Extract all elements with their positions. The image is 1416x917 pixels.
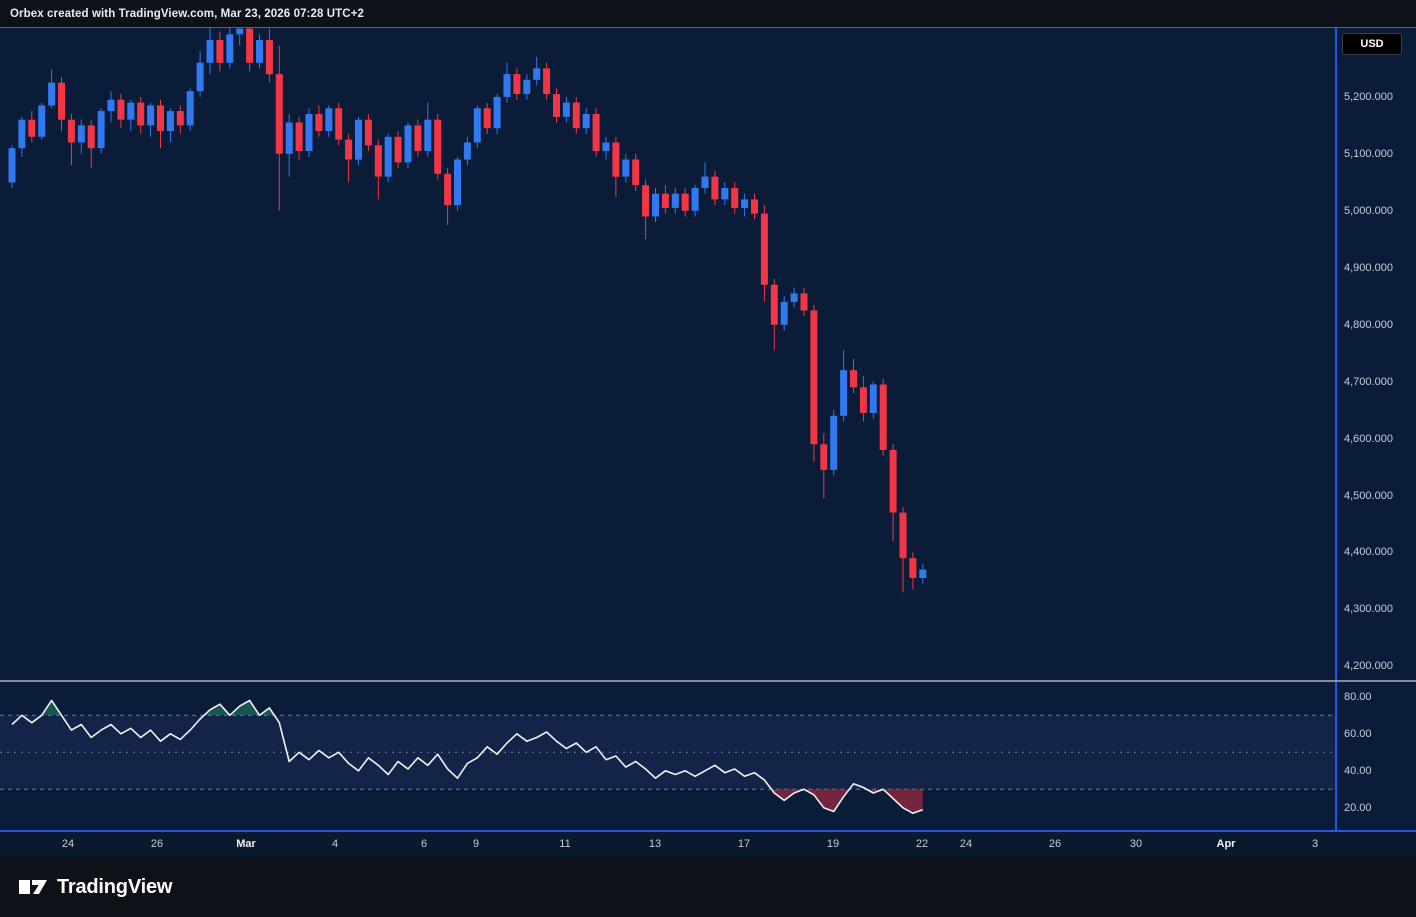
chart-attribution: Orbex created with TradingView.com, Mar …	[10, 8, 365, 20]
time-axis-label: 22	[915, 838, 929, 850]
rsi-axis-label: 80.00	[1344, 690, 1372, 703]
time-axis-label: 13	[648, 838, 662, 850]
price-axis-label: 4,200.000	[1344, 660, 1393, 673]
price-axis-label: 4,600.000	[1344, 432, 1393, 445]
time-axis-label: 19	[826, 838, 840, 850]
time-axis-label: Apr	[1216, 838, 1236, 850]
price-axis-label: 4,400.000	[1344, 546, 1393, 559]
time-axis-label: 9	[472, 838, 480, 850]
time-axis[interactable]: 24 26 Mar 4 6 9 11 13 17 19 22 24 26 30 Apr 3	[0, 830, 1416, 857]
chart-footer: TradingView	[0, 857, 1416, 917]
price-axis-label: 4,700.000	[1344, 375, 1393, 388]
time-axis-label: 30	[1129, 838, 1143, 850]
price-axis-label: 4,500.000	[1344, 489, 1393, 502]
rsi-axis-label: 60.00	[1344, 727, 1372, 740]
price-axis-label: 5,000.000	[1344, 204, 1393, 217]
time-axis-label: Mar	[236, 838, 256, 850]
time-axis-label: 26	[150, 838, 164, 850]
rsi-axis-label: 40.00	[1344, 764, 1372, 777]
time-axis-label: 4	[331, 838, 339, 850]
rsi-axis-label: 20.00	[1344, 801, 1372, 814]
price-axis-label: 4,900.000	[1344, 261, 1393, 274]
price-pane[interactable]	[0, 28, 1335, 680]
tradingview-logo[interactable]: TradingView	[18, 875, 172, 899]
time-axis-label: 24	[959, 838, 973, 850]
candlestick-chart[interactable]	[0, 28, 1335, 680]
rsi-pane[interactable]	[0, 682, 1335, 830]
rsi-chart[interactable]	[0, 682, 1335, 830]
time-axis-label: 24	[61, 838, 75, 850]
chart-header: Orbex created with TradingView.com, Mar …	[0, 0, 1416, 28]
time-axis-label: 6	[420, 838, 428, 850]
header-divider	[0, 27, 1416, 28]
time-axis-label: 26	[1048, 838, 1062, 850]
tradingview-wordmark: TradingView	[57, 875, 173, 898]
time-axis-label: 17	[737, 838, 751, 850]
currency-badge[interactable]: USD	[1342, 33, 1402, 55]
price-axis[interactable]: USD 5,200.000 5,100.000 5,000.000 4,900.000…	[1335, 28, 1416, 830]
time-axis-label: 3	[1311, 838, 1319, 850]
price-axis-label: 5,200.000	[1344, 90, 1393, 103]
tradingview-logo-icon	[19, 880, 47, 894]
pane-divider[interactable]	[0, 680, 1416, 682]
price-axis-label: 4,800.000	[1344, 318, 1393, 331]
time-axis-label: 11	[559, 838, 571, 850]
price-axis-label: 4,300.000	[1344, 603, 1393, 616]
price-axis-label: 5,100.000	[1344, 147, 1393, 160]
